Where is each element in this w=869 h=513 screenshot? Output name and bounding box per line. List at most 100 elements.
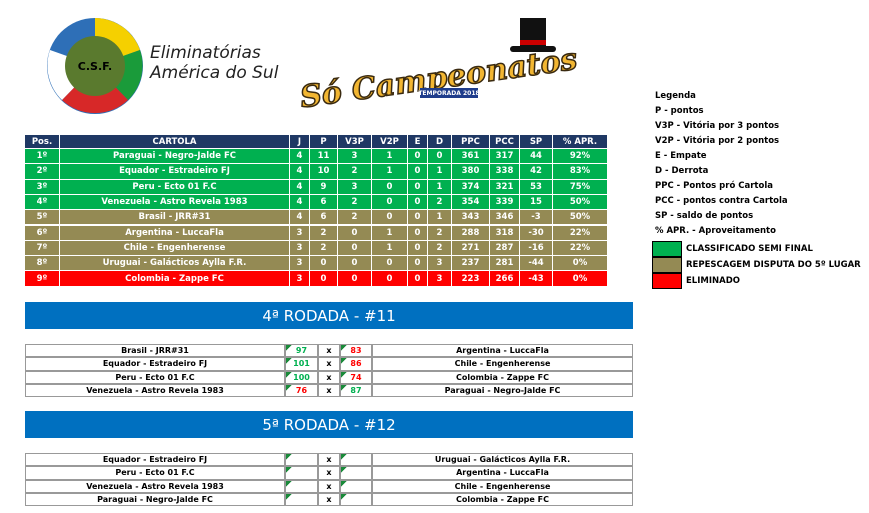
home-score: 100 [285,370,318,384]
standings-cell: 4 [290,194,310,211]
standings-cell: 75% [553,179,608,195]
title-line2: América do Sul [149,63,279,83]
standings-cell: -3 [520,210,553,226]
home-team: Brasil - JRR#31 [25,344,285,358]
standings-cell: 2 [338,194,372,211]
away-team: Uruguai - Galácticos Aylla F.R. [372,453,633,467]
separator: x [318,344,340,358]
standings-cell: 0 [408,240,428,257]
legend-line: V3P - Vitória por 3 pontos [655,121,780,131]
standings-cell: 4 [290,179,310,195]
standings-cell: 0 [408,256,428,272]
standings-cell: 0 [338,225,372,241]
separator: x [318,453,340,467]
home-team: Equador - Estradeiro FJ [25,357,285,371]
standings-cell: 50% [553,194,608,211]
standings-cell: 3º [25,179,60,195]
standings-cell: 374 [452,179,490,195]
legend-line: D - Derrota [655,166,709,176]
standings-cell: 11 [310,149,338,165]
home-score: 76 [285,383,318,398]
away-team: Colombia - Zappe FC [372,492,633,507]
standings-cell: 1 [372,149,408,165]
standings-cell: 266 [490,271,520,287]
standings-cell: -16 [520,240,553,257]
standings-cell: Equador - Estradeiro FJ [60,164,290,180]
standings-cell: 271 [452,240,490,257]
standings-cell: 237 [452,256,490,272]
standings-cell: 0 [310,256,338,272]
away-team: Argentina - LuccaFla [372,466,633,480]
standings-cell: Chile - Engenherense [60,240,290,257]
standings-cell: 0 [338,256,372,272]
standings-cell: -30 [520,225,553,241]
standings-cell: 343 [452,210,490,226]
home-team: Equador - Estradeiro FJ [25,453,285,467]
standings-cell: 1 [428,164,452,180]
standings-cell: 0 [408,164,428,180]
standings-cell: 4 [290,149,310,165]
legend-title: Legenda [655,91,696,101]
standings-cell: 0 [372,256,408,272]
home-team: Peru - Ecto 01 F.C [25,370,285,384]
home-score [285,453,318,467]
away-score: 86 [340,357,372,371]
title-line1: Eliminatórias [150,43,261,63]
standings-cell: 15 [520,194,553,211]
away-score [340,479,372,493]
standings-cell: 6 [310,210,338,226]
standings-cell: 317 [490,149,520,165]
standings-cell: 1 [372,240,408,257]
standings-cell: 0 [408,179,428,195]
standings-cell: 3 [290,225,310,241]
away-team: Chile - Engenherense [372,357,633,371]
separator: x [318,357,340,371]
separator: x [318,492,340,507]
legend-line: P - pontos [655,106,704,116]
standings-cell: 288 [452,225,490,241]
column-header: V2P [372,135,408,148]
standings-cell: 0 [310,271,338,287]
legend-line: PPC - Pontos pró Cartola [655,181,773,191]
standings-cell: 2 [428,225,452,241]
legend-line: SP - saldo de pontos [655,211,754,221]
standings-cell: 3 [338,149,372,165]
standings-cell: 53 [520,179,553,195]
standings-cell: 1 [428,179,452,195]
standings-cell: 6 [310,194,338,211]
legend-swatch [652,257,682,273]
standings-cell: 346 [490,210,520,226]
column-header: SP [520,135,553,148]
standings-cell: 1º [25,149,60,165]
standings-cell: 0 [428,149,452,165]
home-team: Peru - Ecto 01 F.C [25,466,285,480]
standings-cell: 321 [490,179,520,195]
standings-cell: 380 [452,164,490,180]
standings-cell: 338 [490,164,520,180]
brand-text: Só Campeonatos [298,42,580,116]
column-header: P [310,135,338,148]
standings-cell: 2º [25,164,60,180]
legend-line: PCC - pontos contra Cartola [655,196,788,206]
separator: x [318,383,340,398]
standings-cell: 42 [520,164,553,180]
round-title: 4ª RODADA - #11 [25,302,633,329]
column-header: J [290,135,310,148]
standings-cell: 1 [372,225,408,241]
standings-cell: Venezuela - Astro Revela 1983 [60,194,290,211]
standings-cell: 10 [310,164,338,180]
standings-cell: 0% [553,256,608,272]
column-header: PPC [452,135,490,148]
away-score [340,453,372,467]
standings-cell: 0% [553,271,608,287]
legend-key: CLASSIFICADO SEMI FINAL [686,244,813,254]
standings-cell: 281 [490,256,520,272]
standings-cell: 3 [290,271,310,287]
away-score [340,466,372,480]
standings-cell: 9º [25,271,60,287]
standings-cell: 3 [338,179,372,195]
standings-cell: 83% [553,164,608,180]
separator: x [318,466,340,480]
standings-cell: 2 [310,240,338,257]
